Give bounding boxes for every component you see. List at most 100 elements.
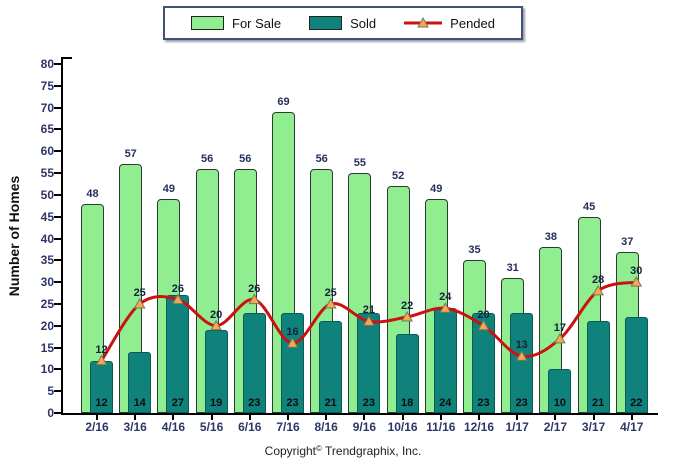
x-tick-mark xyxy=(630,415,633,420)
sold-bar xyxy=(166,295,190,413)
y-tick-label: 55 xyxy=(40,166,54,181)
y-tick-mark xyxy=(54,237,61,240)
x-tick-mark xyxy=(325,415,328,420)
x-tick-label: 6/16 xyxy=(238,420,262,434)
copyright-symbol-icon: © xyxy=(316,444,322,453)
sold-value-label: 14 xyxy=(133,397,146,409)
for-sale-value-label: 56 xyxy=(200,152,214,165)
x-tick-mark xyxy=(363,415,366,420)
y-tick-mark xyxy=(54,324,61,327)
pended-value-label: 16 xyxy=(286,326,299,339)
sold-value-label: 12 xyxy=(95,397,108,409)
y-tick-label: 45 xyxy=(40,209,54,224)
sold-value-label: 10 xyxy=(553,397,567,409)
for-sale-value-label: 37 xyxy=(621,235,634,248)
sold-value-label: 23 xyxy=(477,397,490,409)
for-sale-value-label: 69 xyxy=(277,95,290,108)
pended-value-label: 20 xyxy=(477,308,490,321)
y-tick-mark xyxy=(54,193,61,196)
y-tick-label: 35 xyxy=(40,253,54,268)
for-sale-value-label: 35 xyxy=(468,244,481,257)
pended-value-label: 13 xyxy=(515,339,528,352)
copyright-suffix: Trendgraphix, Inc. xyxy=(325,444,422,458)
y-tick-label: 15 xyxy=(40,340,54,355)
pended-value-label: 22 xyxy=(400,300,414,313)
y-tick-mark xyxy=(54,368,61,371)
pended-value-label: 17 xyxy=(553,321,567,334)
x-tick-label: 4/17 xyxy=(620,420,644,434)
for-sale-value-label: 52 xyxy=(391,170,405,183)
for-sale-value-label: 56 xyxy=(239,152,252,165)
for-sale-value-label: 38 xyxy=(544,231,558,244)
x-tick-label: 5/16 xyxy=(199,420,224,434)
x-tick-mark xyxy=(478,415,480,420)
legend-swatch-for-sale-icon xyxy=(191,16,224,30)
sold-bar xyxy=(548,369,572,413)
y-axis xyxy=(61,57,63,415)
legend-label: For Sale xyxy=(232,15,282,31)
x-tick-mark xyxy=(516,415,519,420)
legend-label: Pended xyxy=(450,15,495,31)
for-sale-value-label: 45 xyxy=(582,200,596,213)
x-tick-mark xyxy=(96,415,98,420)
y-tick-label: 10 xyxy=(40,362,54,377)
x-tick-mark xyxy=(172,415,175,420)
y-tick-mark xyxy=(54,281,61,284)
x-tick-mark xyxy=(210,415,213,420)
x-tick-label: 11/16 xyxy=(426,420,456,434)
legend-item-for-sale: For Sale xyxy=(191,16,281,31)
pended-value-label: 24 xyxy=(439,291,452,304)
x-tick-label: 2/16 xyxy=(85,420,109,434)
y-tick-label: 5 xyxy=(47,384,54,399)
sold-value-label: 27 xyxy=(171,397,185,409)
y-tick-label: 50 xyxy=(40,187,54,202)
legend-label: Sold xyxy=(350,15,377,31)
sold-value-label: 18 xyxy=(400,397,414,409)
x-tick-mark xyxy=(401,415,404,420)
for-sale-value-label: 31 xyxy=(506,261,519,274)
x-tick-mark xyxy=(439,415,442,420)
y-tick-mark xyxy=(54,84,61,87)
y-tick-label: 80 xyxy=(40,57,54,71)
y-tick-mark xyxy=(54,302,61,305)
y-tick-label: 40 xyxy=(40,231,54,246)
sold-value-label: 23 xyxy=(362,397,376,409)
y-tick-mark xyxy=(54,172,61,175)
pended-value-label: 26 xyxy=(171,282,185,295)
pended-value-label: 21 xyxy=(362,304,376,317)
for-sale-value-label: 49 xyxy=(162,183,176,196)
sold-value-label: 24 xyxy=(439,397,452,409)
y-tick-mark xyxy=(54,412,61,414)
x-tick-label: 3/17 xyxy=(581,420,606,434)
x-axis xyxy=(62,413,658,415)
for-sale-value-label: 57 xyxy=(124,148,137,161)
x-tick-label: 3/16 xyxy=(123,420,147,434)
copyright-text: Copyright© Trendgraphix, Inc. xyxy=(0,444,686,458)
y-tick-label: 70 xyxy=(40,100,54,115)
y-tick-label: 20 xyxy=(40,318,54,333)
pended-value-label: 28 xyxy=(591,273,605,286)
legend-swatch-sold-icon xyxy=(309,16,343,30)
copyright-prefix: Copyright xyxy=(264,444,317,458)
x-tick-label: 1/17 xyxy=(505,420,529,434)
y-tick-label: 60 xyxy=(40,144,54,159)
sold-value-label: 19 xyxy=(209,397,223,409)
for-sale-value-label: 55 xyxy=(353,157,367,170)
for-sale-value-label: 49 xyxy=(430,183,443,196)
legend-item-sold: Sold xyxy=(309,16,376,31)
sold-value-label: 21 xyxy=(324,397,337,409)
legend-line-marker-icon xyxy=(404,16,443,28)
y-tick-mark xyxy=(54,128,61,131)
pended-value-label: 26 xyxy=(248,282,261,295)
sold-value-label: 22 xyxy=(630,397,643,409)
legend: For Sale Sold Pended xyxy=(163,6,523,40)
x-tick-label: 4/16 xyxy=(161,420,186,434)
y-tick-mark xyxy=(54,150,61,153)
y-tick-label: 65 xyxy=(40,122,54,137)
y-tick-label: 30 xyxy=(40,275,54,290)
sold-value-label: 21 xyxy=(591,397,605,409)
x-tick-label: 10/16 xyxy=(387,420,418,434)
legend-item-pended: Pended xyxy=(404,16,495,31)
pended-value-label: 25 xyxy=(324,286,337,299)
x-tick-mark xyxy=(134,415,137,420)
